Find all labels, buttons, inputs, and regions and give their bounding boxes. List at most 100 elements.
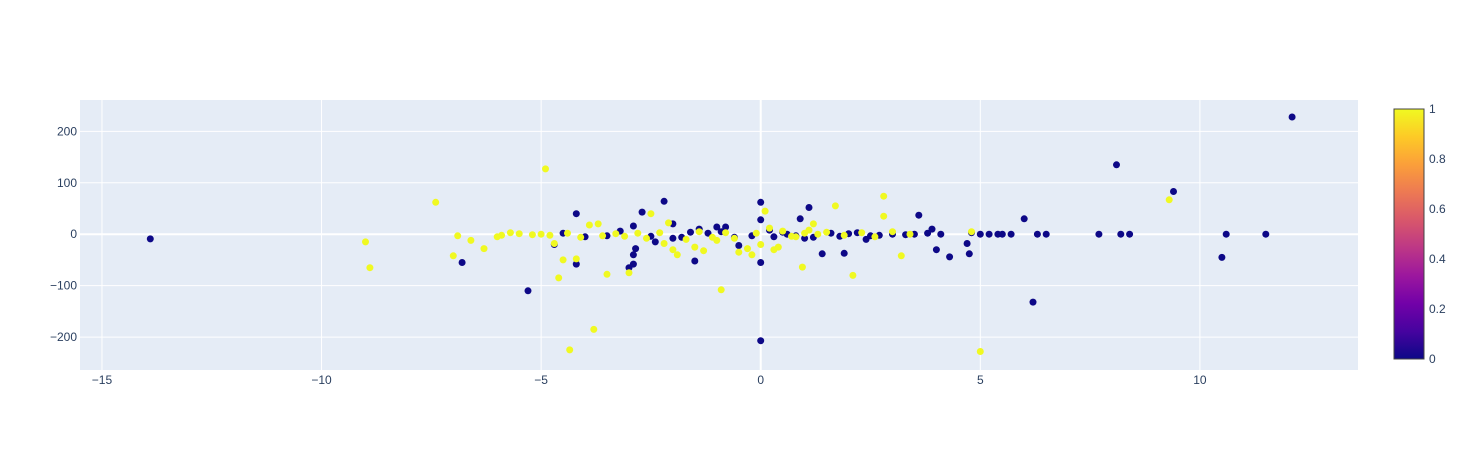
data-points (146, 113, 1296, 355)
y-axis-ticks: −200 −100 0 100 200 (50, 124, 77, 344)
data-point (612, 230, 620, 238)
data-point (669, 234, 677, 242)
data-point (965, 250, 973, 258)
data-point (805, 226, 813, 234)
data-point (687, 228, 694, 236)
data-point (968, 228, 975, 236)
y-tick-label: −200 (50, 330, 77, 344)
data-point (590, 325, 598, 333)
data-point (818, 250, 826, 258)
data-point (695, 228, 703, 236)
data-point (801, 234, 809, 242)
data-point (467, 236, 475, 244)
colorbar-tick-label: 0.8 (1429, 152, 1446, 166)
data-point (757, 216, 765, 224)
data-point (1020, 215, 1028, 223)
colorbar-tick-label: 0 (1429, 352, 1436, 366)
data-point (1095, 230, 1103, 238)
data-point (366, 264, 374, 272)
data-point (809, 220, 817, 228)
data-point (1262, 230, 1270, 238)
colorbar-tick-label: 0.6 (1429, 202, 1446, 216)
data-point (779, 227, 787, 235)
data-point (946, 253, 954, 261)
data-point (564, 229, 571, 237)
data-point (634, 229, 642, 237)
data-point (643, 234, 650, 242)
data-point (493, 233, 501, 241)
data-point (506, 229, 514, 237)
data-point (735, 242, 743, 249)
data-point (629, 222, 637, 230)
data-point (1288, 113, 1296, 121)
data-point (792, 233, 800, 241)
data-point (761, 207, 769, 215)
data-point (814, 230, 822, 238)
data-point (682, 235, 690, 243)
colorbar-tick-label: 0.2 (1429, 302, 1446, 316)
data-point (840, 231, 848, 239)
data-point (757, 198, 765, 206)
data-point (1033, 230, 1041, 238)
data-point (1042, 230, 1050, 238)
colorbar-tick-label: 0.4 (1429, 252, 1446, 266)
data-point (798, 263, 806, 271)
data-point (691, 257, 699, 265)
data-point (651, 238, 659, 246)
data-point (770, 233, 778, 241)
data-point (537, 230, 545, 238)
data-point (1126, 230, 1134, 238)
data-point (603, 270, 611, 278)
data-point (432, 198, 440, 206)
data-point (840, 249, 848, 257)
data-point (691, 243, 699, 251)
data-point (823, 228, 831, 236)
data-point (713, 236, 721, 244)
data-point (656, 229, 664, 237)
data-point (963, 240, 971, 247)
y-tick-label: 200 (57, 124, 77, 138)
x-tick-label: 10 (1193, 373, 1207, 387)
data-point (515, 230, 523, 238)
x-tick-label: −10 (311, 373, 332, 387)
data-point (915, 211, 923, 219)
data-point (546, 231, 554, 239)
data-point (559, 256, 567, 264)
data-point (665, 219, 672, 227)
data-point (632, 245, 640, 253)
data-point (638, 208, 646, 216)
data-point (858, 229, 866, 237)
data-point (766, 224, 773, 232)
data-point (585, 221, 593, 229)
x-axis-ticks: −15 −10 −5 0 5 10 (92, 373, 1207, 387)
data-point (625, 269, 633, 277)
data-point (924, 229, 932, 237)
data-point (889, 228, 896, 236)
y-tick-label: 100 (57, 176, 77, 190)
data-point (1218, 253, 1226, 261)
x-tick-label: 5 (977, 373, 984, 387)
data-point (146, 235, 154, 243)
colorbar (1393, 108, 1425, 360)
data-point (458, 259, 466, 266)
data-point (880, 192, 888, 200)
data-point (572, 260, 580, 268)
x-tick-label: −15 (92, 373, 113, 387)
x-tick-label: 0 (757, 373, 764, 387)
data-point (647, 210, 655, 218)
data-point (542, 165, 549, 173)
colorbar-gradient (1393, 108, 1425, 360)
data-point (673, 251, 681, 259)
data-point (629, 260, 637, 268)
grid-lines (80, 100, 1358, 370)
data-point (572, 255, 580, 263)
data-point (880, 212, 888, 220)
data-point (577, 233, 585, 241)
data-point (805, 204, 813, 211)
data-point (528, 231, 536, 239)
data-point (454, 232, 462, 240)
data-point (770, 246, 778, 254)
data-point (722, 223, 730, 231)
data-point (449, 252, 457, 260)
